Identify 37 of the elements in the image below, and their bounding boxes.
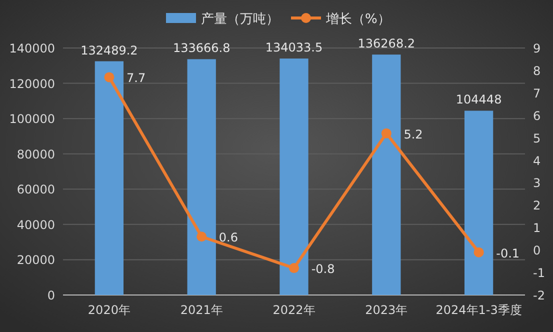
y-tick-label: 20000: [16, 253, 55, 268]
data-label: 134033.5: [265, 40, 323, 55]
x-tick-label: 2022年: [272, 303, 316, 317]
x-tick-label: 2021年: [180, 303, 223, 317]
y2-tick-label: -2: [533, 288, 545, 302]
x-tick-label: 2024年1-3季度: [436, 303, 522, 317]
x-tick-label: 2023年: [365, 303, 408, 317]
y2-tick-label: 1: [533, 221, 541, 236]
legend-label: 增长（%）: [325, 12, 390, 27]
y2-tick-label: 0: [533, 244, 541, 258]
legend-label: 产量（万吨）: [201, 12, 279, 27]
y2-tick-label: 7: [533, 86, 541, 100]
y-tick-label: 40000: [16, 218, 55, 232]
y2-tick-label: 3: [533, 176, 541, 190]
y2-tick-label: 4: [533, 154, 541, 168]
data-label: 133666.8: [172, 41, 230, 56]
y-tick-label: 80000: [16, 147, 55, 162]
y2-tick-label: 6: [533, 108, 541, 123]
data-label: -0.1: [496, 246, 520, 260]
y-tick-label: 120000: [9, 76, 55, 91]
data-label: 132489.2: [80, 43, 138, 58]
y2-tick-label: 9: [533, 42, 541, 56]
data-label: 0.6: [218, 230, 238, 245]
data-label: 7.7: [126, 71, 146, 86]
y-tick-label: 0: [47, 288, 55, 302]
data-label: 5.2: [404, 127, 423, 142]
data-label: 136268.2: [358, 36, 416, 51]
y2-tick-label: -1: [533, 266, 545, 280]
y-tick-label: 60000: [16, 182, 55, 197]
y2-tick-label: 5: [533, 131, 541, 146]
y-tick-label: 140000: [9, 42, 55, 56]
data-label: -0.8: [311, 262, 335, 276]
y2-tick-label: 8: [533, 64, 541, 78]
y2-tick-label: 2: [533, 198, 541, 213]
data-label: 104448: [456, 92, 502, 107]
y-tick-label: 100000: [9, 112, 55, 126]
x-tick-label: 2020年: [88, 303, 130, 317]
